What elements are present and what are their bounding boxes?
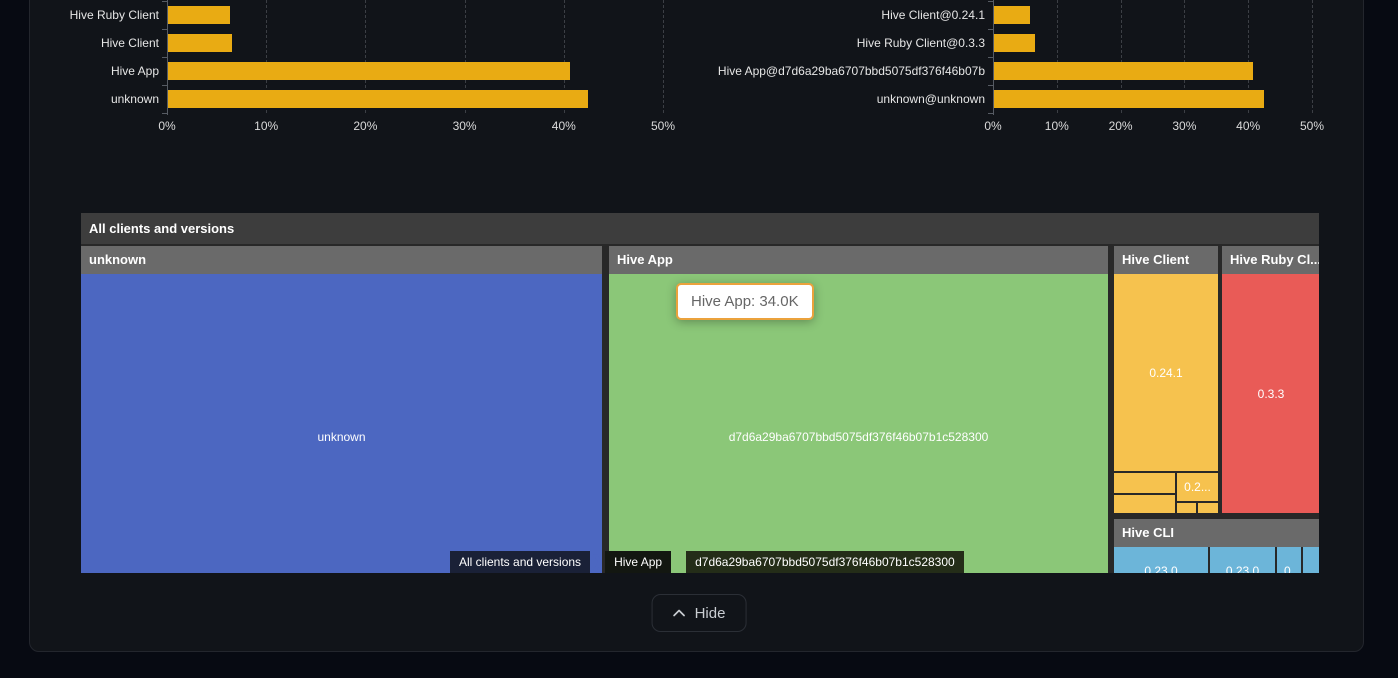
breadcrumb: All clients and versions ❯ Hive App ❯ d7… (450, 551, 964, 573)
treemap-section-hive-app-header[interactable]: Hive App (609, 246, 1108, 274)
treemap-node-0230-a[interactable]: 0.23.0 (1114, 547, 1208, 573)
bar-hive-client[interactable] (168, 34, 233, 52)
tooltip-text: Hive App: 34.0K (691, 293, 799, 310)
breadcrumb-item-hash[interactable]: d7d6a29ba6707bbd5075df376f46b07b1c528300 (686, 551, 964, 573)
axis-tick (162, 113, 167, 114)
gridline (1056, 0, 1058, 113)
category-label: unknown (110, 92, 159, 106)
axis-tick (162, 57, 167, 58)
treemap-section-unknown-header[interactable]: unknown (81, 246, 602, 274)
treemap-section-hive-ruby: Hive Ruby Cl... 0.3.3 (1222, 246, 1319, 513)
breadcrumb-item-root[interactable]: All clients and versions (450, 551, 591, 573)
breadcrumb-item-hive-app[interactable]: Hive App (605, 551, 672, 573)
bar-chart-clients: 0% 10% 20% 30% 40% 50% Hive Ruby Client Hive Cl… (0, 0, 1398, 140)
treemap-section-hive-ruby-header[interactable]: Hive Ruby Cl... (1222, 246, 1319, 274)
treemap-node-033-label: 0.3.3 (1257, 386, 1285, 401)
treemap-node-client-minor-3[interactable] (1177, 503, 1196, 513)
treemap-node-0230-b-label: 0.23.0 (1225, 564, 1260, 573)
axis-tick (162, 29, 167, 30)
x-axis-tick-label: 20% (1108, 119, 1133, 133)
axis-tick (162, 1, 167, 2)
treemap-section-hive-cli-header[interactable]: Hive CLI (1114, 519, 1319, 547)
bar-hive-ruby-client[interactable] (168, 6, 230, 24)
treemap-node-hive-app[interactable]: d7d6a29ba6707bbd5075df376f46b07b1c528300 (609, 274, 1108, 573)
bar-hive-app[interactable] (168, 62, 570, 80)
gridline (1120, 0, 1122, 113)
gridline (663, 0, 664, 113)
axis-tick (988, 1, 993, 2)
axis-tick (988, 113, 993, 114)
x-axis-tick-label: 10% (254, 119, 279, 133)
bar-hive-client-0-24-1[interactable] (994, 6, 1030, 24)
bar-unknown-unknown[interactable] (994, 90, 1264, 108)
axis-tick (988, 29, 993, 30)
chevron-right-icon: ❯ (672, 553, 685, 570)
bar-hive-app-d7d6a29ba6707bbd5075df376f46b07b[interactable] (994, 62, 1254, 80)
x-axis-tick-label: 30% (452, 119, 477, 133)
category-label: Hive Client (100, 36, 159, 50)
category-label: Hive App@d7d6a29ba6707bbd5075df376f46b07… (717, 64, 985, 78)
axis-tick (162, 85, 167, 86)
tooltip: Hive App: 34.0K (676, 283, 814, 320)
treemap-node-033[interactable]: 0.3.3 (1222, 274, 1319, 513)
gridline (464, 0, 466, 113)
treemap-node-02x[interactable]: 0.2... (1177, 473, 1218, 501)
treemap-node-0241[interactable]: 0.24.1 (1114, 274, 1218, 471)
treemap-node-client-minor-1[interactable] (1114, 473, 1175, 493)
gridline (365, 0, 367, 113)
gridline (1312, 0, 1313, 113)
treemap-root-header[interactable]: All clients and versions (81, 213, 1319, 244)
treemap-node-02x-label: 0.2... (1184, 480, 1211, 494)
gridline (1184, 0, 1186, 113)
treemap-section-hive-cli: Hive CLI 0.23.0 0.23.0 0. (1114, 519, 1319, 573)
treemap-node-0x[interactable]: 0. (1277, 547, 1301, 573)
hide-button[interactable]: Hide (651, 594, 747, 632)
treemap-section-unknown: unknown unknown (81, 246, 602, 573)
x-axis-tick-label: 20% (353, 119, 378, 133)
gridline (266, 0, 268, 113)
treemap-node-0230-a-label: 0.23.0 (1144, 564, 1178, 573)
category-label: Hive Ruby Client@0.3.3 (856, 36, 985, 50)
bar-unknown[interactable] (168, 90, 588, 108)
x-axis-tick-label: 0% (984, 119, 1002, 133)
treemap-section-hive-client-body: 0.24.1 0.2... (1114, 274, 1218, 513)
treemap-section-hive-client-header[interactable]: Hive Client (1114, 246, 1218, 274)
treemap-node-unknown[interactable]: unknown (81, 274, 602, 573)
x-axis-tick-label: 40% (551, 119, 576, 133)
treemap-node-0241-label: 0.24.1 (1149, 365, 1183, 380)
axis-tick (988, 85, 993, 86)
gridline (563, 0, 565, 113)
treemap-section-hive-app: Hive App d7d6a29ba6707bbd5075df376f46b07… (609, 246, 1108, 573)
category-axis-line (993, 0, 994, 115)
x-axis-tick-label: 0% (158, 119, 176, 133)
treemap-node-cli-minor[interactable] (1303, 547, 1319, 573)
treemap-node-0x-label: 0. (1283, 564, 1294, 573)
gridline (1248, 0, 1250, 113)
x-axis-tick-label: 30% (1172, 119, 1197, 133)
category-label: Hive Client@0.24.1 (881, 8, 985, 22)
axis-tick (988, 57, 993, 58)
x-axis-tick-label: 50% (650, 119, 676, 133)
treemap-node-unknown-label: unknown (317, 430, 366, 444)
treemap-node-client-minor-2[interactable] (1114, 495, 1175, 513)
treemap-node-client-minor-4[interactable] (1198, 503, 1218, 513)
bar-hive-ruby-client-0-3-3[interactable] (994, 34, 1035, 52)
treemap-node-hive-app-label: d7d6a29ba6707bbd5075df376f46b07b1c528300 (728, 430, 989, 444)
category-label: Hive App (110, 64, 159, 78)
treemap-section-hive-cli-body: 0.23.0 0.23.0 0. (1114, 547, 1319, 573)
x-axis-tick-label: 50% (1299, 119, 1325, 133)
x-axis-tick-label: 40% (1236, 119, 1261, 133)
bar-chart-client-versions: 0% 10% 20% 30% 40% 50% Hive Client@0.24.1 Hive … (0, 0, 1398, 140)
category-label: unknown@unknown (876, 92, 985, 106)
treemap-section-hive-client: Hive Client 0.24.1 0.2... (1114, 246, 1218, 513)
chevron-up-icon (673, 609, 686, 617)
treemap-node-0230-b[interactable]: 0.23.0 (1210, 547, 1275, 573)
chevron-right-icon: ❯ (591, 553, 604, 570)
treemap-all-clients: All clients and versions unknown unknown… (81, 213, 1319, 573)
category-label: Hive Ruby Client (69, 8, 159, 22)
x-axis-tick-label: 10% (1044, 119, 1069, 133)
hide-button-label: Hide (694, 604, 726, 622)
category-axis-line (167, 0, 168, 115)
